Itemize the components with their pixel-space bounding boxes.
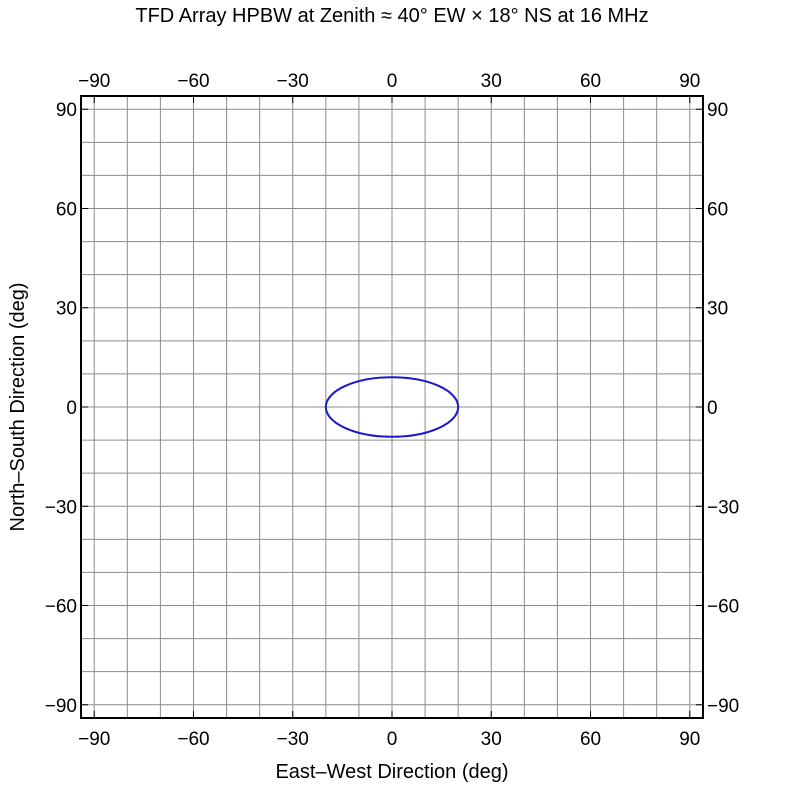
y-tick-label-left: −30 xyxy=(45,497,77,518)
x-tick-label-bottom: −60 xyxy=(177,729,209,750)
y-tick-label-left: −90 xyxy=(45,696,77,717)
chart-title: TFD Array HPBW at Zenith ≈ 40° EW × 18° … xyxy=(135,5,648,27)
x-tick-label-bottom: −90 xyxy=(78,729,110,750)
y-tick-label-left: −60 xyxy=(45,597,77,618)
x-tick-label-bottom: 0 xyxy=(387,729,398,750)
y-tick-label-right: 60 xyxy=(707,199,728,220)
series-layer xyxy=(324,376,460,438)
y-tick-label-right: −60 xyxy=(707,597,739,618)
x-tick-label-bottom: 90 xyxy=(679,729,700,750)
grid xyxy=(81,96,703,718)
y-tick-label-right: 90 xyxy=(707,100,728,121)
x-tick-label-top: −60 xyxy=(177,71,209,92)
hpbw-ellipse xyxy=(324,376,460,438)
y-tick-label-left: 90 xyxy=(56,100,77,121)
x-tick-label-bottom: −30 xyxy=(277,729,309,750)
y-tick-label-left: 30 xyxy=(56,299,77,320)
y-tick-label-right: 0 xyxy=(707,398,718,419)
x-tick-label-top: 90 xyxy=(679,71,700,92)
y-tick-label-right: −30 xyxy=(707,497,739,518)
x-tick-label-bottom: 30 xyxy=(481,729,502,750)
x-axis-label: East–West Direction (deg) xyxy=(275,761,508,783)
x-tick-label-top: 0 xyxy=(387,71,398,92)
y-tick-label-right: −90 xyxy=(707,696,739,717)
y-tick-label-left: 60 xyxy=(56,199,77,220)
ticks xyxy=(81,96,703,718)
x-tick-label-top: 60 xyxy=(580,71,601,92)
x-tick-label-top: −30 xyxy=(277,71,309,92)
y-axis-label: North–South Direction (deg) xyxy=(7,282,29,531)
x-tick-label-top: 30 xyxy=(481,71,502,92)
y-tick-label-left: 0 xyxy=(66,398,77,419)
x-tick-label-top: −90 xyxy=(78,71,110,92)
x-tick-label-bottom: 60 xyxy=(580,729,601,750)
y-tick-label-right: 30 xyxy=(707,299,728,320)
